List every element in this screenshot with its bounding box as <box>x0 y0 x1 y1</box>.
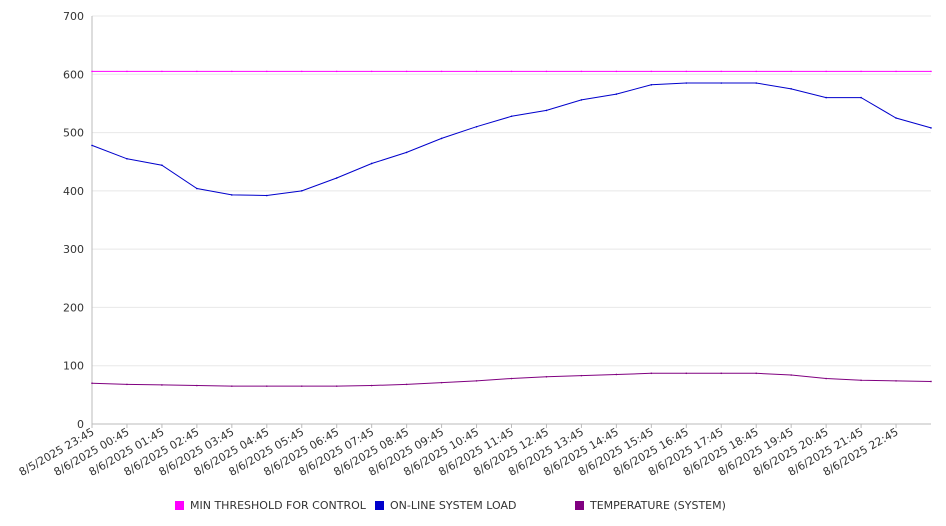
series-point <box>370 162 373 165</box>
series-point <box>545 375 548 378</box>
series-point <box>755 372 758 375</box>
series-point <box>161 384 163 386</box>
legend-label: MIN THRESHOLD FOR CONTROL <box>190 499 367 512</box>
series-point <box>580 70 583 73</box>
series-point <box>510 377 513 380</box>
series-point <box>895 70 897 73</box>
series-point <box>650 372 653 375</box>
series-point <box>580 99 583 101</box>
series-point <box>300 385 303 387</box>
series-point <box>265 194 268 197</box>
series-point <box>685 372 688 375</box>
series-point <box>440 137 443 140</box>
series-point <box>685 82 688 84</box>
series-point <box>196 187 198 190</box>
series-line-2 <box>91 372 932 387</box>
series-point <box>161 70 163 73</box>
series-point <box>335 385 338 387</box>
legend-swatch <box>375 501 384 510</box>
legend-label: TEMPERATURE (SYSTEM) <box>589 499 726 512</box>
series-point <box>91 382 93 385</box>
y-tick-label: 500 <box>63 127 84 140</box>
series-point <box>475 70 478 73</box>
legend-label: ON-LINE SYSTEM LOAD <box>390 499 516 512</box>
series-point <box>370 384 373 387</box>
series-point <box>405 151 408 154</box>
series-lines <box>91 70 932 387</box>
series-point <box>825 377 827 380</box>
series-point <box>231 385 233 387</box>
series-point <box>335 70 338 73</box>
series-point <box>650 83 653 86</box>
series-point <box>231 70 233 73</box>
gridlines <box>92 15 931 425</box>
series-point <box>650 70 653 73</box>
series-point <box>440 70 443 73</box>
series-point <box>91 70 93 73</box>
legend-swatch <box>575 501 584 510</box>
series-point <box>895 117 897 119</box>
series-point <box>825 96 827 99</box>
series-point <box>755 70 758 73</box>
series-point <box>440 381 443 384</box>
series-point <box>265 385 268 387</box>
series-point <box>370 70 373 73</box>
series-point <box>300 190 303 192</box>
series-point <box>580 374 583 377</box>
series-point <box>126 383 128 386</box>
series-point <box>405 383 408 386</box>
series-point <box>510 70 513 73</box>
series-point <box>720 82 723 84</box>
series-point <box>720 372 723 375</box>
y-axis: 0 100 200 300 400 500 600 700 <box>63 10 93 431</box>
series-point <box>475 125 478 128</box>
series-point <box>685 70 688 73</box>
series-point <box>231 194 233 196</box>
series-point <box>265 70 268 73</box>
series-point <box>335 177 338 179</box>
series-point <box>126 158 128 160</box>
series-point <box>510 115 513 118</box>
series-point <box>860 96 862 99</box>
series-point <box>895 380 897 382</box>
series-point <box>126 70 128 73</box>
legend: MIN THRESHOLD FOR CONTROL ON-LINE SYSTEM … <box>175 499 726 512</box>
series-point <box>790 88 792 90</box>
series-point <box>196 70 198 73</box>
y-tick-label: 0 <box>77 418 84 431</box>
y-tick-label: 100 <box>63 360 84 373</box>
y-tick-label: 600 <box>63 68 84 81</box>
series-point <box>405 70 408 73</box>
series-point <box>825 70 827 73</box>
series-point <box>615 373 618 376</box>
series-point <box>545 109 548 112</box>
series-point <box>930 70 932 73</box>
series-point <box>615 70 618 73</box>
series-point <box>790 70 792 73</box>
series-point <box>930 380 932 383</box>
x-axis: 8/5/2025 23:458/6/2025 00:458/6/2025 01:… <box>17 423 931 479</box>
series-point <box>615 93 618 95</box>
series-point <box>161 164 163 167</box>
series-point <box>300 70 303 73</box>
series-point <box>860 70 862 73</box>
series-point <box>545 70 548 73</box>
series-point <box>720 70 723 73</box>
y-tick-label: 700 <box>63 10 84 23</box>
series-point <box>196 384 198 387</box>
y-tick-label: 400 <box>63 185 84 198</box>
series-point <box>475 380 478 382</box>
series-line-1 <box>91 82 932 197</box>
series-point <box>860 379 862 382</box>
series-point <box>930 127 932 129</box>
series-point <box>790 374 792 376</box>
series-point <box>91 144 93 147</box>
legend-swatch <box>175 501 184 510</box>
y-tick-label: 300 <box>63 243 84 256</box>
y-tick-label: 200 <box>63 301 84 314</box>
series-point <box>755 82 758 84</box>
